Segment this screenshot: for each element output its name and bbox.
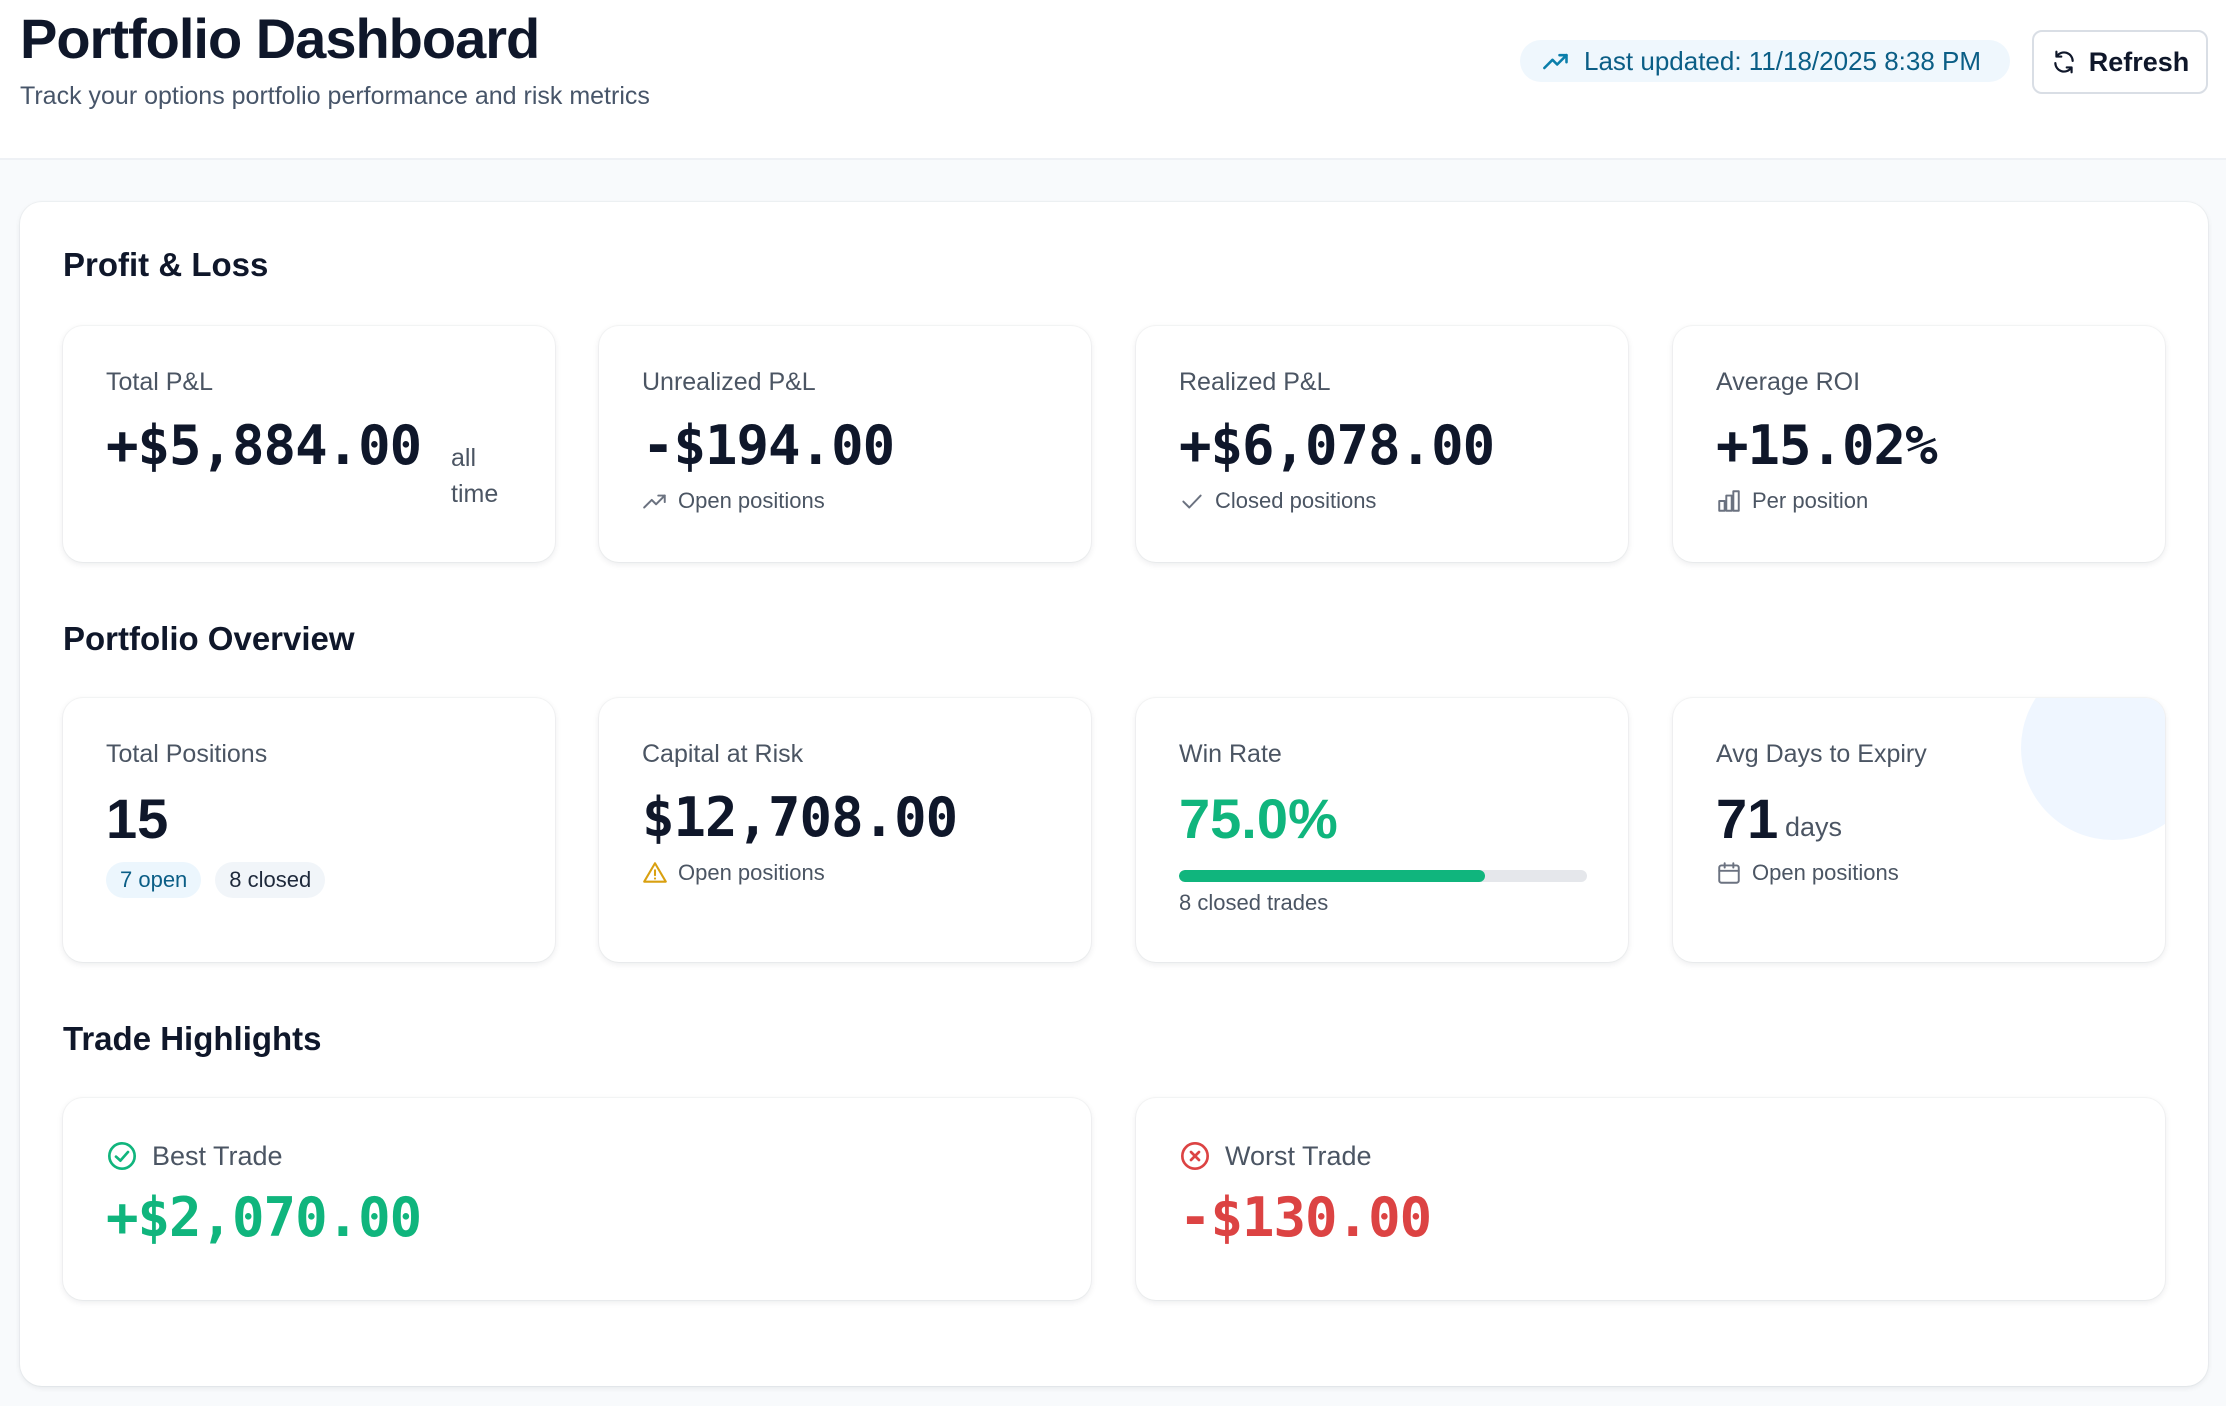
- card-note: Per position: [1716, 488, 1868, 514]
- card-label: Capital at Risk: [642, 740, 804, 768]
- capital-at-risk-value: $12,708.00: [642, 786, 958, 849]
- card-note: Open positions: [1716, 860, 1899, 886]
- decorative-circle: [2021, 698, 2165, 840]
- avg-days-value: 71: [1716, 787, 1779, 850]
- win-rate-progress-fill: [1179, 870, 1485, 882]
- last-updated-text: Last updated: 11/18/2025 8:38 PM: [1584, 45, 1982, 76]
- section-title-overview: Portfolio Overview: [63, 620, 355, 657]
- total-pnl-suffix: all time: [451, 440, 498, 512]
- unrealized-pnl-value: -$194.00: [642, 414, 895, 477]
- realized-pnl-card: Realized P&L +$6,078.00 Closed positions: [1136, 326, 1628, 562]
- best-trade-value: +$2,070.00: [106, 1186, 422, 1249]
- suffix-line: all: [451, 444, 477, 472]
- card-note: Open positions: [642, 488, 825, 514]
- label-text: Worst Trade: [1225, 1140, 1372, 1171]
- bar-chart-icon: [1718, 490, 1740, 512]
- avg-days-to-expiry-card: Avg Days to Expiry 71 days Open position…: [1673, 698, 2165, 962]
- capital-at-risk-card: Capital at Risk $12,708.00 Open position…: [599, 698, 1091, 962]
- average-roi-value: +15.02%: [1716, 414, 1938, 477]
- unrealized-pnl-card: Unrealized P&L -$194.00 Open positions: [599, 326, 1091, 562]
- last-updated-badge: Last updated: 11/18/2025 8:38 PM: [1520, 40, 2010, 82]
- card-label: Average ROI: [1716, 368, 1861, 396]
- total-pnl-value: +$5,884.00: [106, 414, 422, 477]
- card-label: Total Positions: [106, 740, 268, 768]
- warning-icon: [643, 862, 667, 883]
- win-rate-caption: 8 closed trades: [1179, 890, 1329, 915]
- best-trade-label: Best Trade: [106, 1140, 283, 1172]
- note-text: Open positions: [678, 488, 825, 513]
- trending-up-icon: [1543, 53, 1568, 70]
- note-text: Open positions: [1752, 860, 1899, 885]
- closed-positions-badge: 8 closed: [215, 862, 326, 898]
- card-note: Closed positions: [1179, 488, 1376, 514]
- days-suffix: days: [1785, 812, 1843, 842]
- section-title-pnl: Profit & Loss: [63, 246, 269, 283]
- realized-pnl-value: +$6,078.00: [1179, 414, 1495, 477]
- check-circle-icon: [108, 1142, 136, 1170]
- page-title: Portfolio Dashboard: [20, 7, 540, 70]
- best-trade-card: Best Trade +$2,070.00: [63, 1098, 1091, 1300]
- dashboard-panel: Profit & Loss Total P&L +$5,884.00 all t…: [20, 202, 2208, 1386]
- win-rate-progress: [1179, 870, 1587, 882]
- worst-trade-card: Worst Trade -$130.00: [1136, 1098, 2165, 1300]
- calendar-icon: [1718, 862, 1740, 884]
- card-label: Win Rate: [1179, 740, 1282, 768]
- win-rate-value: 75.0%: [1179, 787, 1338, 850]
- refresh-icon: [2053, 50, 2074, 74]
- card-label: Total P&L: [106, 368, 214, 396]
- total-pnl-card: Total P&L +$5,884.00 all time: [63, 326, 555, 562]
- x-circle-icon: [1181, 1142, 1209, 1170]
- card-note: Open positions: [642, 860, 825, 886]
- trending-up-icon: [643, 494, 666, 509]
- note-text: Open positions: [678, 860, 825, 885]
- page-header: Portfolio Dashboard Track your options p…: [0, 0, 2226, 160]
- suffix-line: time: [451, 480, 499, 508]
- worst-trade-value: -$130.00: [1179, 1186, 1432, 1249]
- open-positions-badge: 7 open: [106, 862, 202, 898]
- refresh-button[interactable]: Refresh: [2032, 30, 2208, 94]
- total-positions-card: Total Positions 15 7 open 8 closed: [63, 698, 555, 962]
- total-positions-value: 15: [106, 787, 169, 850]
- label-text: Best Trade: [152, 1140, 283, 1171]
- worst-trade-label: Worst Trade: [1179, 1140, 1372, 1172]
- win-rate-card: Win Rate 75.0% 8 closed trades: [1136, 698, 1628, 962]
- position-badges: 7 open 8 closed: [106, 862, 326, 898]
- check-icon: [1182, 494, 1202, 509]
- card-label: Avg Days to Expiry: [1716, 740, 1927, 768]
- note-text: Closed positions: [1215, 488, 1377, 513]
- section-title-highlights: Trade Highlights: [63, 1020, 322, 1057]
- card-label: Unrealized P&L: [642, 368, 816, 396]
- page-subtitle: Track your options portfolio performance…: [20, 82, 650, 110]
- average-roi-card: Average ROI +15.02% Per position: [1673, 326, 2165, 562]
- refresh-label: Refresh: [2088, 46, 2190, 77]
- note-text: Per position: [1752, 488, 1869, 513]
- card-label: Realized P&L: [1179, 368, 1331, 396]
